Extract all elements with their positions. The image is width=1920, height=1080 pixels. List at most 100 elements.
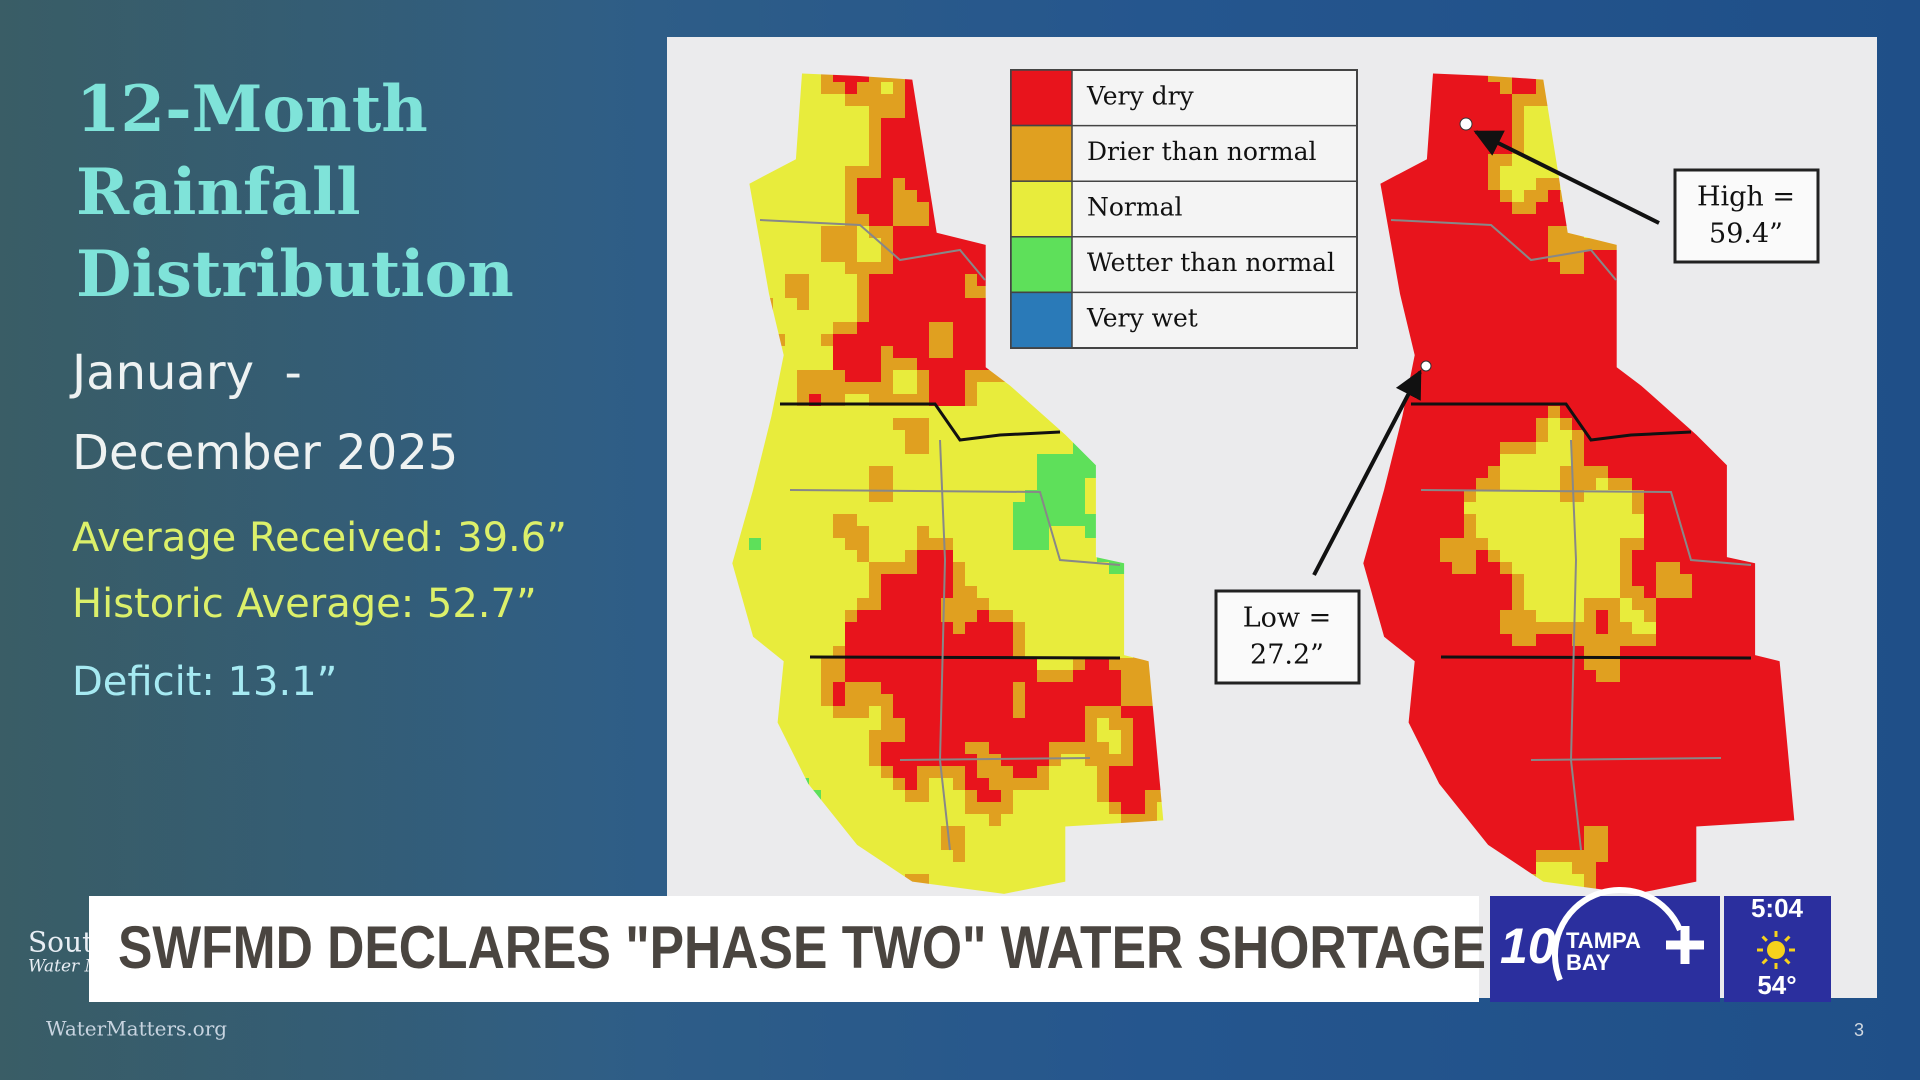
- map-cell: [1728, 154, 1740, 166]
- map-cell: [1452, 802, 1464, 814]
- map-cell: [1037, 562, 1049, 574]
- map-cell: [785, 334, 797, 346]
- map-cell: [1109, 874, 1121, 886]
- map-cell: [1740, 586, 1752, 598]
- map-cell: [881, 646, 893, 658]
- map-cell: [773, 838, 785, 850]
- map-cell: [1536, 838, 1548, 850]
- map-cell: [821, 274, 833, 286]
- map-cell: [1536, 142, 1548, 154]
- map-cell: [1536, 490, 1548, 502]
- map-cell: [1680, 718, 1692, 730]
- map-cell: [1109, 706, 1121, 718]
- map-cell: [1025, 754, 1037, 766]
- map-cell: [809, 454, 821, 466]
- map-cell: [1404, 766, 1416, 778]
- map-cell: [1488, 526, 1500, 538]
- map-cell: [821, 838, 833, 850]
- map-cell: [809, 550, 821, 562]
- map-cell: [989, 862, 1001, 874]
- map-cell: [761, 718, 773, 730]
- map-cell: [1464, 814, 1476, 826]
- map-cell: [1584, 874, 1596, 886]
- map-cell: [1001, 394, 1013, 406]
- map-cell: [1097, 430, 1109, 442]
- map-cell: [917, 178, 929, 190]
- map-cell: [941, 190, 953, 202]
- map-cell: [1368, 418, 1380, 430]
- map-cell: [953, 622, 965, 634]
- map-cell: [809, 874, 821, 886]
- map-cell: [1392, 202, 1404, 214]
- map-cell: [1500, 262, 1512, 274]
- map-cell: [1452, 814, 1464, 826]
- map-cell: [917, 106, 929, 118]
- map-cell: [1536, 94, 1548, 106]
- map-cell: [1668, 346, 1680, 358]
- map-cell: [1728, 478, 1740, 490]
- map-cell: [1145, 862, 1157, 874]
- map-cell: [1740, 478, 1752, 490]
- map-cell: [1596, 730, 1608, 742]
- map-cell: [821, 178, 833, 190]
- map-cell: [893, 334, 905, 346]
- map-cell: [845, 274, 857, 286]
- map-cell: [1584, 562, 1596, 574]
- map-cell: [869, 802, 881, 814]
- map-cell: [737, 742, 749, 754]
- map-cell: [1404, 682, 1416, 694]
- map-cell: [1656, 730, 1668, 742]
- map-cell: [857, 586, 869, 598]
- map-cell: [1656, 706, 1668, 718]
- map-cell: [1704, 358, 1716, 370]
- map-cell: [1061, 802, 1073, 814]
- map-cell: [893, 214, 905, 226]
- map-cell: [773, 334, 785, 346]
- map-cell: [1037, 874, 1049, 886]
- map-cell: [869, 610, 881, 622]
- map-cell: [1704, 550, 1716, 562]
- map-cell: [1548, 262, 1560, 274]
- map-cell: [1025, 466, 1037, 478]
- map-cell: [1452, 190, 1464, 202]
- map-cell: [905, 418, 917, 430]
- map-cell: [1368, 694, 1380, 706]
- map-cell: [1740, 82, 1752, 94]
- map-cell: [1488, 94, 1500, 106]
- map-cell: [1608, 790, 1620, 802]
- map-cell: [797, 73, 809, 82]
- map-cell: [965, 214, 977, 226]
- map-cell: [1097, 370, 1109, 382]
- map-cell: [1476, 514, 1488, 526]
- map-cell: [881, 766, 893, 778]
- map-cell: [1392, 370, 1404, 382]
- map-cell: [1428, 298, 1440, 310]
- map-cell: [1572, 154, 1584, 166]
- map-cell: [737, 598, 749, 610]
- map-cell: [732, 550, 737, 562]
- map-cell: [905, 502, 917, 514]
- map-cell: [1632, 538, 1644, 550]
- map-cell: [749, 562, 761, 574]
- map-cell: [732, 874, 737, 886]
- map-cell: [1169, 718, 1181, 730]
- map-cell: [1013, 718, 1025, 730]
- map-cell: [917, 646, 929, 658]
- map-cell: [821, 670, 833, 682]
- map-cell: [1560, 154, 1572, 166]
- map-cell: [1416, 526, 1428, 538]
- map-cell: [1572, 82, 1584, 94]
- map-cell: [881, 310, 893, 322]
- map-cell: [989, 394, 1001, 406]
- map-cell: [1548, 346, 1560, 358]
- map-cell: [1716, 574, 1728, 586]
- map-cell: [1596, 646, 1608, 658]
- map-cell: [1037, 526, 1049, 538]
- map-cell: [821, 694, 833, 706]
- map-cell: [785, 154, 797, 166]
- map-cell: [1632, 862, 1644, 874]
- map-cell: [1608, 742, 1620, 754]
- map-cell: [833, 670, 845, 682]
- map-cell: [917, 610, 929, 622]
- map-cell: [737, 322, 749, 334]
